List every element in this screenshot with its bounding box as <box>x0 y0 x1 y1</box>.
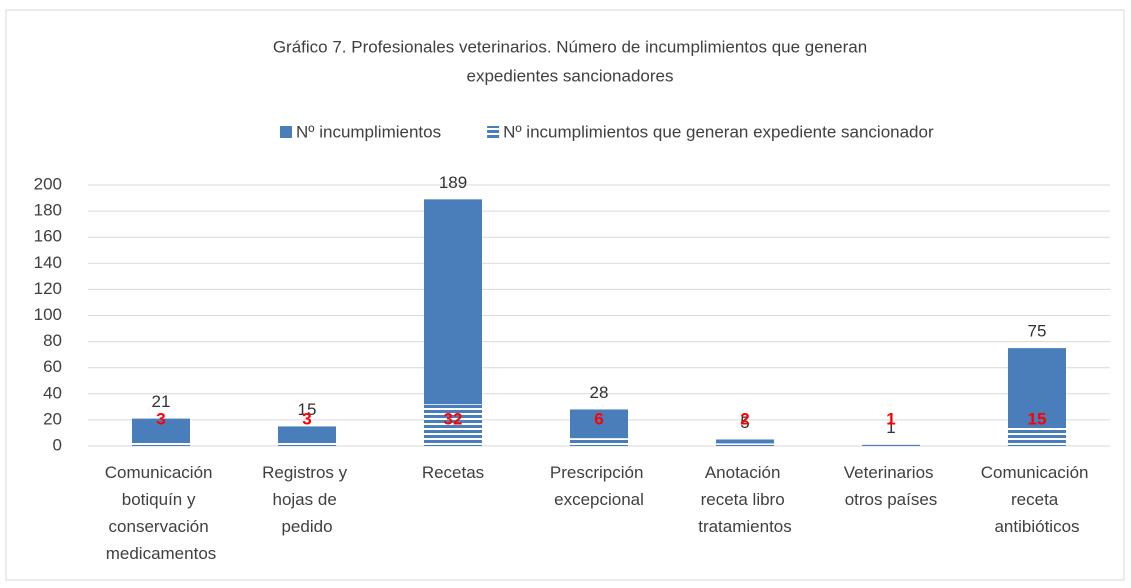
bar <box>278 442 336 446</box>
data-label: 6 <box>594 409 603 428</box>
bar <box>716 443 774 446</box>
data-label: 1 <box>886 418 895 437</box>
data-label: 28 <box>590 383 609 402</box>
x-tick-label: Recetas <box>422 463 484 482</box>
x-tick-label: Prescripción excepcional <box>550 463 648 509</box>
bar <box>132 442 190 446</box>
x-tick-label: Anotación receta libro tratamientos <box>698 463 792 536</box>
data-label: 3 <box>156 409 165 428</box>
chart-border <box>5 9 1125 581</box>
y-tick-label: 200 <box>34 174 62 193</box>
data-label: 21 <box>152 392 171 411</box>
x-tick-label: Comunicación receta antibióticos <box>981 463 1093 536</box>
y-tick-label: 160 <box>34 227 62 246</box>
chart-title: Gráfico 7. Profesionales veterinarios. N… <box>273 37 867 56</box>
y-tick-label: 0 <box>53 435 62 454</box>
bar <box>278 426 336 446</box>
legend-swatch <box>280 126 292 138</box>
data-label: 75 <box>1028 322 1047 341</box>
data-label: 15 <box>298 400 317 419</box>
bar <box>716 439 774 446</box>
y-tick-label: 80 <box>43 331 62 350</box>
x-tick-label: Comunicación botiquín y conservación med… <box>105 463 217 563</box>
data-label: 189 <box>439 173 467 192</box>
y-tick-label: 20 <box>43 409 62 428</box>
bar <box>424 404 482 446</box>
data-label: 2 <box>740 409 749 428</box>
bar <box>132 418 190 446</box>
data-label: 3 <box>302 409 311 428</box>
legend-swatch <box>487 126 500 138</box>
y-tick-label: 140 <box>34 253 62 272</box>
bar <box>862 444 920 446</box>
bar <box>570 438 628 446</box>
data-label: 15 <box>1028 409 1047 428</box>
legend-label: Nº incumplimientos <box>296 122 441 141</box>
data-label: 1 <box>886 409 895 428</box>
bar <box>1008 426 1066 446</box>
y-tick-label: 40 <box>43 383 62 402</box>
x-tick-label: Registros y hojas de pedido <box>262 463 352 536</box>
y-tick-label: 120 <box>34 279 62 298</box>
legend-label: Nº incumplimientos que generan expedient… <box>503 122 934 141</box>
y-tick-label: 180 <box>34 201 62 220</box>
chart-title: expedientes sancionadores <box>467 66 674 85</box>
x-tick-label: Veterinarios otros países <box>844 463 939 509</box>
data-label: 32 <box>444 409 463 428</box>
data-label: 5 <box>740 413 749 432</box>
y-tick-label: 100 <box>34 305 62 324</box>
y-tick-label: 60 <box>43 357 62 376</box>
